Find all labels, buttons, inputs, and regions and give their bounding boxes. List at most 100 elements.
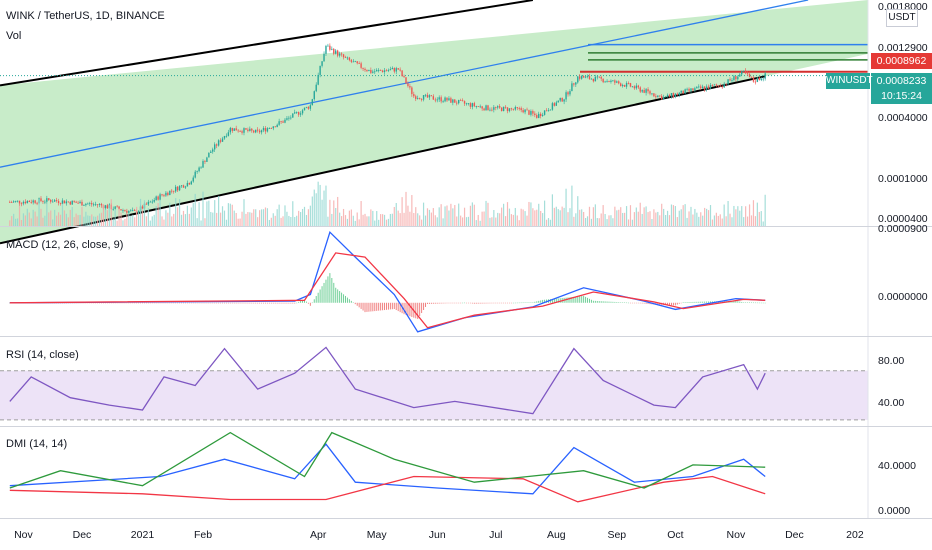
volume-bar xyxy=(473,204,475,226)
candle-body xyxy=(52,201,54,203)
adx-line[interactable] xyxy=(9,431,766,489)
volume-bar xyxy=(151,216,153,226)
rsi-pane[interactable]: 80.00 40.00 xyxy=(0,337,932,427)
volume-bar xyxy=(700,212,702,226)
macd-histogram-bar xyxy=(624,302,626,303)
macd-pane[interactable]: 0.0000900 0.0000000 xyxy=(0,223,932,337)
volume-bar xyxy=(590,218,593,226)
mid-trend-line[interactable] xyxy=(0,0,809,168)
macd-histogram-bar xyxy=(737,301,739,303)
macd-histogram-bar xyxy=(319,289,321,303)
volume-bar xyxy=(743,217,745,226)
volume-bar xyxy=(268,219,270,226)
macd-line[interactable] xyxy=(9,230,766,333)
macd-histogram-bar xyxy=(376,302,378,311)
volume-bar xyxy=(756,202,758,226)
macd-histogram-bar xyxy=(508,302,510,304)
candle-body xyxy=(489,109,491,111)
volume-bar xyxy=(52,219,54,226)
volume-bar xyxy=(186,205,188,226)
macd-histogram-bar xyxy=(85,302,87,304)
candle-body xyxy=(465,103,468,105)
candle-body xyxy=(163,195,165,197)
macd-histogram-bar xyxy=(750,302,752,304)
macd-histogram-bar xyxy=(128,302,130,304)
volume-bar xyxy=(134,217,136,226)
volume-bar xyxy=(350,209,352,226)
candle-body xyxy=(157,196,159,200)
macd-histogram-bar xyxy=(618,302,620,303)
macd-histogram-bar xyxy=(177,302,179,304)
candle-body xyxy=(130,210,132,212)
macd-histogram-bar xyxy=(391,302,393,310)
plus-di-line[interactable] xyxy=(9,443,766,495)
macd-histogram-bar xyxy=(536,301,538,303)
candle-body xyxy=(94,204,97,206)
volume-bar xyxy=(606,219,608,226)
volume-bar xyxy=(376,211,378,226)
macd-histogram-bar xyxy=(762,302,764,304)
volume-bar xyxy=(75,213,77,226)
candle-body xyxy=(512,108,515,110)
candle-body xyxy=(132,209,134,211)
macd-histogram-bar xyxy=(622,302,624,303)
candle-body xyxy=(61,200,64,204)
macd-histogram-bar xyxy=(83,302,85,304)
macd-axis-tick: 0.0000900 xyxy=(878,223,928,235)
candle-body xyxy=(354,61,356,63)
currency-button[interactable]: USDT xyxy=(886,9,918,27)
macd-histogram-bar xyxy=(430,302,432,304)
volume-bar xyxy=(579,209,581,226)
volume-bar xyxy=(538,203,540,226)
volume-bar xyxy=(495,217,497,226)
volume-bar xyxy=(608,215,610,226)
rsi-line[interactable] xyxy=(9,346,766,415)
volume-bar xyxy=(36,216,38,226)
candle-body xyxy=(563,99,565,102)
macd-histogram-bar xyxy=(450,302,452,304)
volume-bar xyxy=(737,206,739,226)
candle-body xyxy=(731,79,733,81)
volume-bar xyxy=(73,217,75,226)
candle-body xyxy=(575,82,577,85)
volume-bar xyxy=(319,184,321,226)
channel-lower-line[interactable] xyxy=(0,75,766,245)
candle-body xyxy=(538,113,540,118)
candle-body xyxy=(698,86,700,88)
candle-body xyxy=(178,186,181,191)
macd-histogram-bar xyxy=(192,302,194,304)
candle-body xyxy=(223,136,226,139)
candle-body xyxy=(161,194,163,196)
macd-histogram-bar xyxy=(534,301,536,303)
macd-histogram-bar xyxy=(173,302,175,304)
macd-histogram-bar xyxy=(503,302,505,304)
volume-bar xyxy=(116,220,118,226)
macd-histogram-bar xyxy=(532,302,534,303)
candle-body xyxy=(63,200,66,204)
price-pane[interactable]: 0.00180000.00129000.00040000.00010000.00… xyxy=(0,0,932,245)
macd-histogram-bar xyxy=(132,302,134,304)
volume-bar xyxy=(325,185,327,226)
candle-body xyxy=(516,107,518,109)
candle-body xyxy=(231,127,233,131)
candle-body xyxy=(241,131,243,133)
macd-histogram-bar xyxy=(212,302,214,304)
candle-body xyxy=(758,77,761,81)
candle-body xyxy=(14,200,17,202)
macd-histogram-bar xyxy=(153,302,155,304)
dmi-pane[interactable]: 40.0000 0.0000 xyxy=(0,427,932,519)
minus-di-line[interactable] xyxy=(9,475,766,503)
macd-histogram-bar xyxy=(382,302,384,311)
volume-bar xyxy=(571,185,573,226)
volume-bar xyxy=(136,206,138,226)
channel-upper-line[interactable] xyxy=(0,0,534,87)
time-axis-tick: Jul xyxy=(489,529,502,541)
macd-histogram-bar xyxy=(612,301,614,303)
time-axis-tick: Sep xyxy=(607,529,626,541)
signal-line[interactable] xyxy=(9,252,766,329)
macd-histogram-bar xyxy=(110,302,112,304)
macd-histogram-bar xyxy=(93,302,95,304)
macd-histogram-bar xyxy=(575,296,577,303)
volume-bar xyxy=(374,220,376,226)
